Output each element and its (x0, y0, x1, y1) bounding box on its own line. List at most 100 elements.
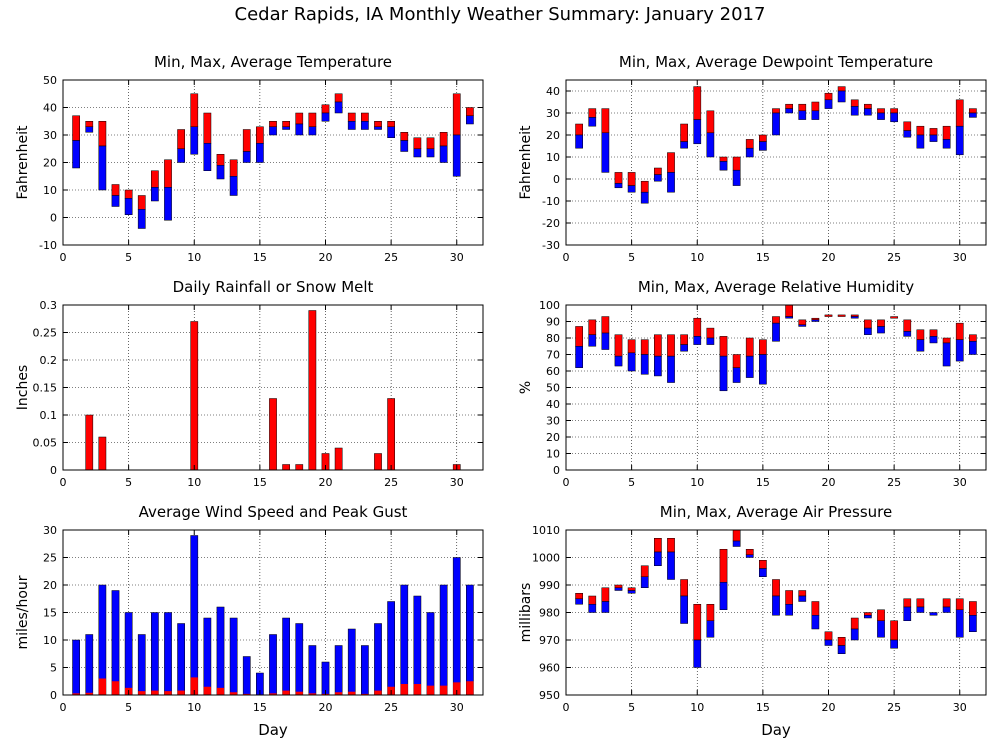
bar-min (969, 112, 977, 118)
bar-gust (151, 612, 159, 696)
bar-min (759, 354, 767, 385)
bar-max (811, 101, 820, 112)
bar-gust (282, 617, 290, 696)
bar-min (732, 367, 741, 383)
bar-min (640, 191, 649, 204)
bar-min (654, 355, 662, 377)
bar-rain (190, 321, 199, 471)
bar-min (137, 209, 146, 229)
bar-max (732, 156, 741, 171)
ytick-label: 50 (546, 382, 560, 395)
bar-min (452, 134, 461, 177)
bar-wind-avg (230, 692, 238, 695)
bar-wind-avg (177, 690, 185, 695)
bar-min (667, 172, 675, 193)
bar-min (798, 595, 807, 602)
ytick-label: 0 (553, 173, 560, 186)
ytick-label: 25 (43, 552, 57, 565)
bar-max (837, 86, 846, 92)
bar-max (759, 560, 767, 569)
bar-max (693, 317, 702, 337)
bar-rain (334, 447, 343, 471)
bar-max (654, 167, 662, 175)
xtick-label: 10 (187, 251, 201, 264)
ytick-label: 20 (43, 157, 57, 170)
bar-max (798, 319, 807, 326)
ytick-label: 0.1 (40, 409, 58, 422)
bar-max (759, 134, 767, 142)
bar-wind-avg (98, 678, 106, 695)
bar-min (295, 123, 304, 136)
bar-max (151, 170, 159, 188)
bar-min (706, 620, 715, 638)
bar-max (719, 549, 728, 583)
ytick-label: -20 (542, 217, 560, 230)
bar-wind-avg (335, 692, 343, 695)
bar-max (942, 125, 951, 140)
bar-max (98, 121, 107, 147)
bar-min (601, 332, 610, 350)
bar-max (798, 103, 807, 112)
ytick-label: 20 (546, 431, 560, 444)
y-axis-label: Inches (15, 365, 31, 410)
bar-max (798, 590, 807, 597)
bar-min (190, 126, 199, 155)
bar-max (614, 172, 623, 184)
bar-min (759, 568, 767, 577)
bar-max (203, 112, 212, 144)
page-title: Cedar Rapids, IA Monthly Weather Summary… (234, 4, 766, 25)
bar-wind-avg (295, 691, 303, 695)
wind-chart: 0 5 10 15 20 25 30 0 5 10 15 20 25 30 Average Wind Spe… (15, 503, 484, 739)
bar-max (929, 128, 938, 136)
bar-max (732, 529, 741, 542)
bar-max (745, 549, 754, 555)
bar-rain (282, 464, 290, 471)
bar-max (903, 598, 912, 608)
bar-min (955, 609, 964, 638)
bar-max (811, 601, 820, 616)
bar-max (374, 121, 382, 127)
bar-wind-avg (308, 693, 316, 695)
bar-max (785, 590, 793, 605)
bar-min (575, 346, 583, 368)
xtick-label: 5 (125, 251, 132, 264)
chart-title: Average Wind Speed and Peak Gust (139, 503, 408, 521)
bar-min (680, 141, 688, 149)
xtick-label: 30 (450, 701, 464, 714)
bar-min (627, 185, 636, 193)
bar-min (85, 126, 94, 133)
ytick-label: 5 (50, 662, 57, 675)
xtick-label: 25 (887, 701, 901, 714)
bar-max (667, 538, 675, 553)
bar-max (864, 103, 872, 109)
bar-min (229, 176, 238, 196)
bar-max (575, 593, 583, 599)
bar-min (903, 130, 912, 138)
bar-min (785, 108, 793, 114)
bar-max (745, 139, 754, 149)
bar-max (640, 180, 649, 193)
bar-min (837, 90, 846, 103)
bar-max (627, 172, 636, 186)
bar-max (955, 322, 964, 340)
bar-gust (111, 590, 120, 696)
xtick-label: 30 (953, 251, 967, 264)
bar-wind-avg (466, 681, 474, 695)
bar-max (627, 587, 636, 591)
bar-wind-avg (216, 687, 225, 695)
rainfall-chart: 0 0.05 0.1 0.15 0.2 0.25 0.3 0 5 10 15 20 25 30 Daily … (15, 278, 484, 489)
bar-max (452, 93, 461, 136)
bar-max (890, 108, 898, 114)
bar-max (256, 126, 264, 144)
bar-min (929, 612, 938, 616)
bar-min (719, 161, 728, 171)
ytick-label: 950 (539, 689, 560, 702)
bar-max (745, 337, 754, 357)
bar-max (837, 637, 846, 646)
bar-min (955, 339, 964, 362)
bar-max (837, 314, 846, 317)
bar-min (719, 582, 728, 610)
bar-min (942, 139, 951, 149)
bar-max (732, 354, 741, 368)
x-axis-label: Day (761, 721, 791, 739)
